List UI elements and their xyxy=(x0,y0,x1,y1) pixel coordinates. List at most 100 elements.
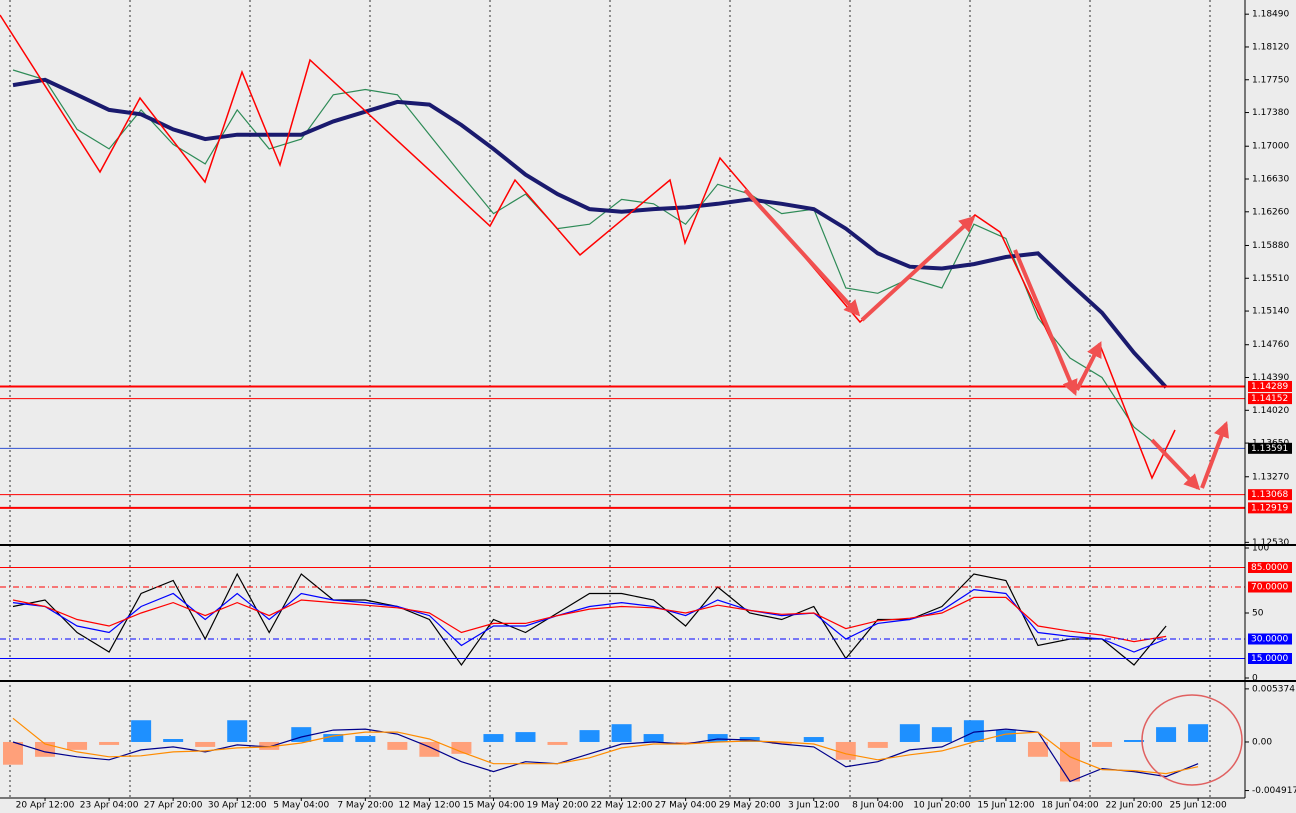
y-tick-label: 1.15510 xyxy=(1252,274,1289,284)
y-tick-label: 1.15880 xyxy=(1252,241,1289,251)
histogram-bar xyxy=(643,734,664,742)
histogram-bar xyxy=(579,730,600,742)
histogram-bar xyxy=(1059,741,1080,782)
series-line xyxy=(12,77,1168,389)
series-line xyxy=(12,572,1167,667)
x-tick-label: 19 May 20:00 xyxy=(527,801,589,811)
y-tick-label: 1.13270 xyxy=(1252,472,1289,482)
series-line xyxy=(12,596,1167,643)
y-tick-label: 1.12530 xyxy=(1252,538,1289,548)
arrows xyxy=(743,188,1229,491)
histogram-bar xyxy=(387,741,408,750)
level-label-box xyxy=(1248,502,1292,514)
histogram-bar xyxy=(707,734,728,742)
histogram-bar xyxy=(867,741,888,748)
arrow xyxy=(1200,421,1229,489)
level-label: 1.12919 xyxy=(1251,503,1288,513)
arrow xyxy=(1150,438,1201,491)
level-label: 85.0000 xyxy=(1251,563,1288,573)
histogram-bar xyxy=(515,732,536,742)
x-tick-label: 15 May 04:00 xyxy=(463,801,525,811)
series-line xyxy=(12,717,1199,775)
histogram-bar xyxy=(1124,740,1145,742)
x-tick-label: 22 May 12:00 xyxy=(591,801,653,811)
y-tick-label: 100 xyxy=(1252,544,1269,554)
level-label: 1.13591 xyxy=(1251,444,1288,454)
histogram-bar xyxy=(1188,724,1209,742)
x-tick-label: 10 Jun 20:00 xyxy=(913,801,970,811)
level-label: 30.0000 xyxy=(1251,635,1288,645)
x-tick-label: 20 Apr 12:00 xyxy=(16,801,75,811)
histogram-bar xyxy=(995,730,1016,742)
y-tick-label: 1.16630 xyxy=(1252,175,1289,185)
y-tick-label: 1.15140 xyxy=(1252,307,1289,317)
highlight-circle xyxy=(1141,694,1243,786)
histogram-bar xyxy=(1156,727,1177,742)
histogram-bar xyxy=(195,741,216,747)
level-label-box xyxy=(1248,442,1292,454)
histogram-bar xyxy=(611,724,632,742)
x-tick-label: 25 Jun 12:00 xyxy=(1170,801,1227,811)
histogram-bar xyxy=(547,741,568,745)
histogram-bar xyxy=(835,741,856,760)
histogram-bar xyxy=(163,739,184,742)
histogram-bar xyxy=(3,741,23,765)
x-tick-label: 15 Jun 12:00 xyxy=(977,801,1034,811)
arrow xyxy=(743,188,861,317)
y-tick-label: 0.00 xyxy=(1252,737,1272,747)
level-label-box xyxy=(1248,562,1292,573)
x-tick-label: 29 May 20:00 xyxy=(719,801,781,811)
x-tick-label: 5 May 04:00 xyxy=(273,801,329,811)
histogram-bar xyxy=(675,741,696,744)
level-label: 1.14152 xyxy=(1251,394,1288,404)
histogram-bar xyxy=(131,720,152,742)
histogram-bar xyxy=(771,741,792,744)
y-tick-label: 1.17000 xyxy=(1252,142,1289,152)
histogram-bar xyxy=(1092,741,1113,747)
level-label: 15.0000 xyxy=(1251,654,1288,664)
histogram-bar xyxy=(67,741,88,750)
y-tick-label: 0.0053741 xyxy=(1252,684,1296,694)
level-label-box xyxy=(1248,393,1292,405)
histogram-bar xyxy=(227,720,248,742)
time-grid xyxy=(9,0,1211,798)
x-tick-label: 12 May 12:00 xyxy=(399,801,461,811)
arrow xyxy=(860,215,976,322)
histogram-bar xyxy=(899,724,920,742)
y-tick-label: 1.18120 xyxy=(1252,42,1289,52)
level-label: 70.0000 xyxy=(1251,583,1288,593)
histogram-bar xyxy=(419,741,440,757)
y-tick-label: 1.17750 xyxy=(1252,75,1289,85)
y-tick-label: 1.18490 xyxy=(1252,10,1289,20)
level-label-box xyxy=(1248,653,1292,664)
series-line xyxy=(12,588,1167,653)
y-tick-label: 1.14760 xyxy=(1252,340,1289,350)
y-tick-label: 50 xyxy=(1252,609,1264,619)
histogram-bar xyxy=(963,720,984,742)
arrow xyxy=(1075,341,1102,391)
level-label-box xyxy=(1248,380,1292,392)
histogram-bar xyxy=(803,737,824,742)
level-label: 1.13068 xyxy=(1251,490,1288,500)
x-tick-label: 23 Apr 04:00 xyxy=(80,801,139,811)
histogram-bar xyxy=(355,736,376,742)
y-tick-label: 1.16260 xyxy=(1252,207,1289,217)
axes: 1.18490 1.18120 1.17750 1.17380 1.17000 1.166… xyxy=(16,10,1296,811)
arrow xyxy=(1013,249,1078,396)
level-label: 1.14289 xyxy=(1251,382,1288,392)
histogram-bar xyxy=(1027,741,1048,757)
y-tick-label: -0.004917 xyxy=(1252,786,1296,796)
histogram-bar xyxy=(931,727,952,742)
level-label-box xyxy=(1248,489,1292,501)
x-tick-label: 27 Apr 20:00 xyxy=(144,801,203,811)
histogram-bar xyxy=(451,741,472,754)
y-tick-label: 0 xyxy=(1252,674,1258,684)
x-tick-label: 8 Jun 04:00 xyxy=(852,801,904,811)
level-label-box xyxy=(1248,633,1292,645)
x-tick-label: 27 May 04:00 xyxy=(655,801,717,811)
y-tick-label: 1.17380 xyxy=(1252,108,1289,118)
histogram-bar xyxy=(323,734,344,742)
histogram-bar xyxy=(259,741,280,750)
